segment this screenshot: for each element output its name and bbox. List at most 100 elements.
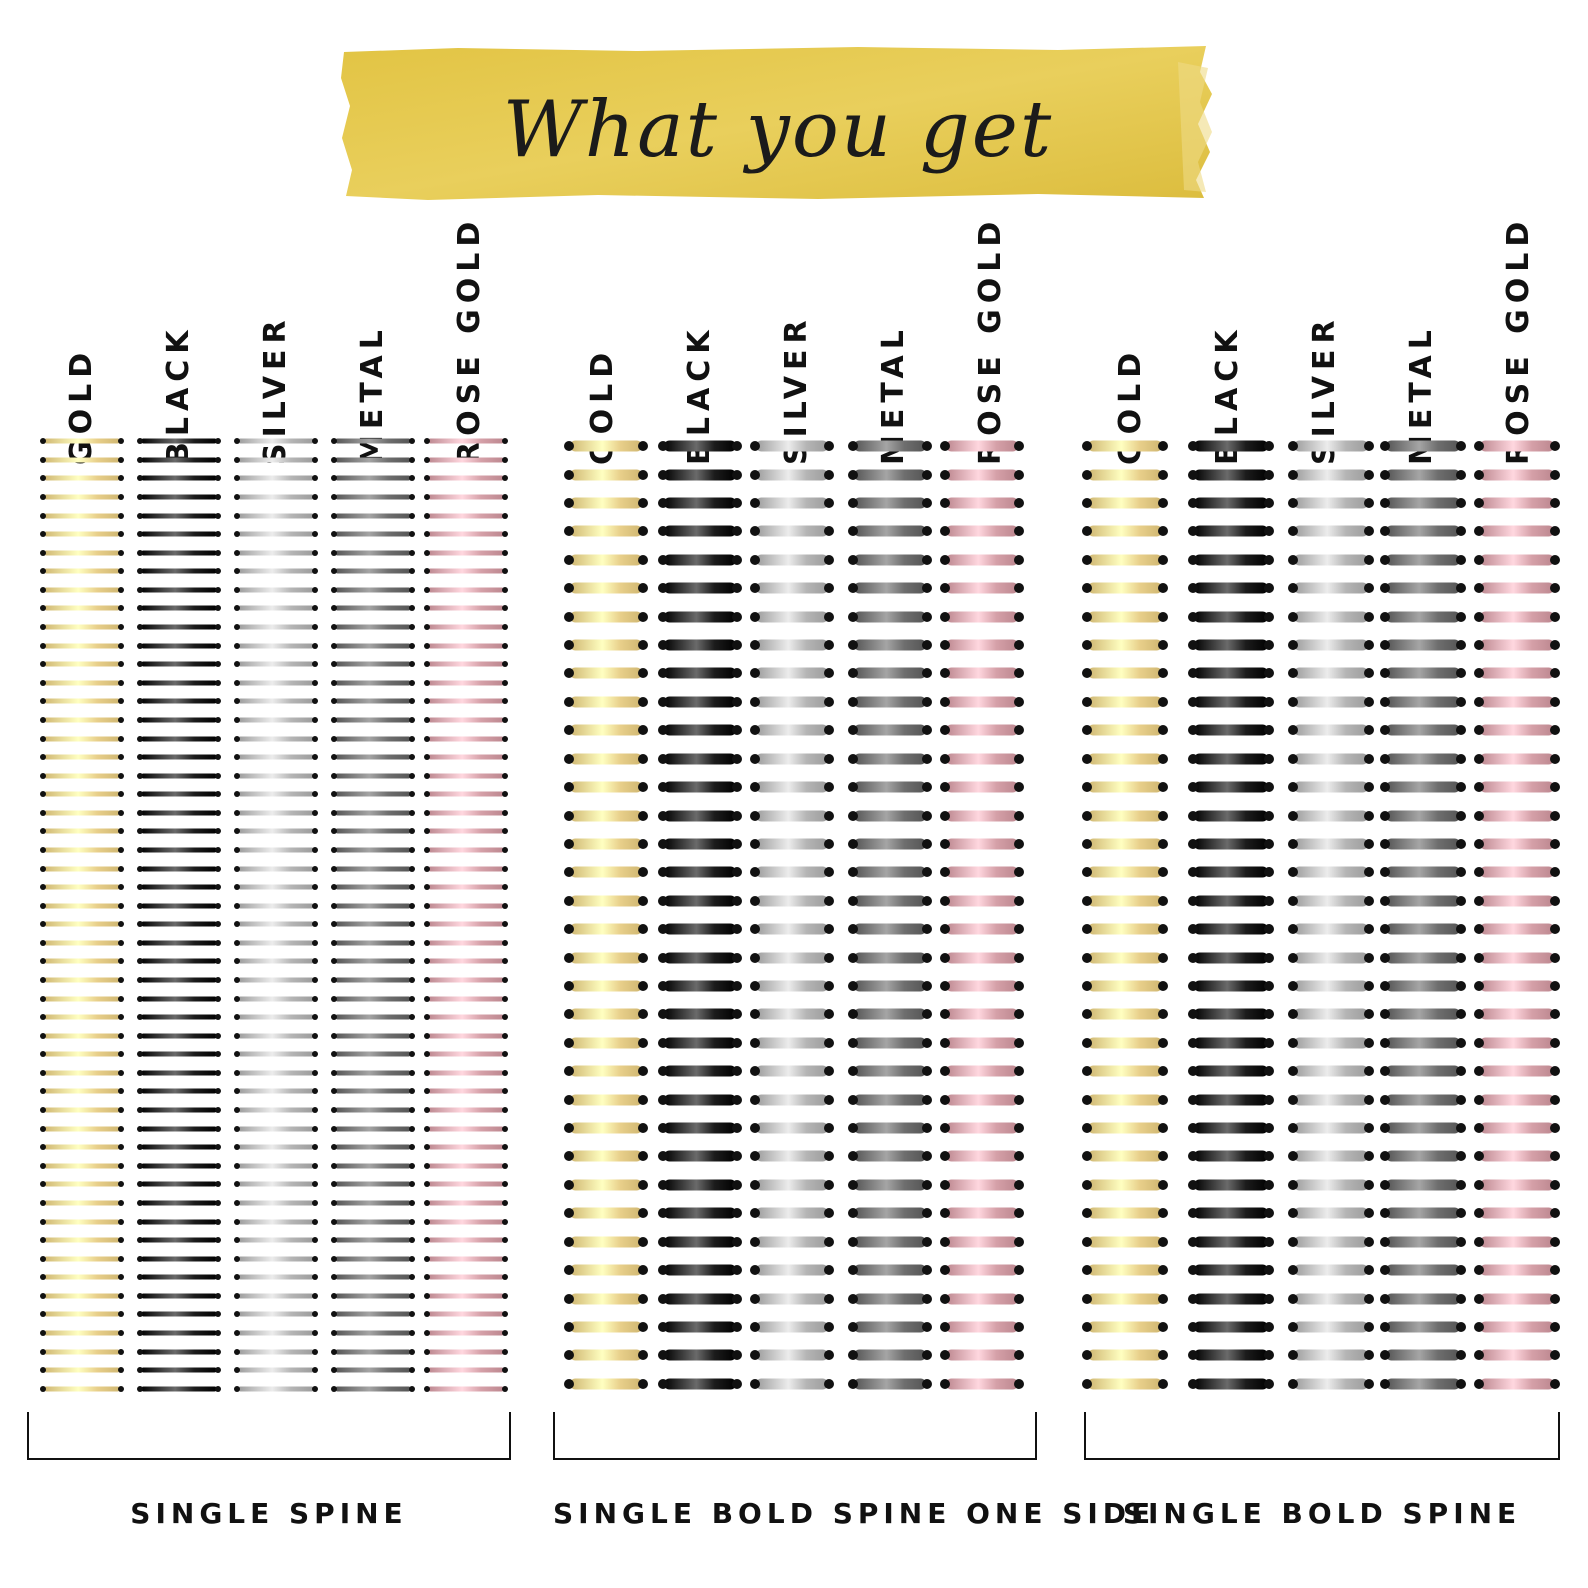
ring-hole [1364, 895, 1374, 906]
ring-hole [118, 828, 124, 835]
ring-hole [118, 1162, 124, 1169]
ring-hole [312, 605, 318, 612]
ring-wire [570, 895, 642, 907]
ring-wire [756, 554, 828, 566]
ring-wire [43, 568, 121, 574]
spiral-ring [234, 618, 318, 637]
ring-wire [1294, 1293, 1368, 1305]
ring-hole [940, 611, 950, 622]
ring-hole [732, 981, 742, 992]
spiral-ring [137, 785, 221, 804]
spiral-ring [40, 1138, 124, 1157]
ring-hole [1014, 1265, 1024, 1276]
ring-hole [118, 1069, 124, 1076]
ring-hole [409, 1348, 415, 1355]
ring-hole [118, 958, 124, 965]
spiral-ring [564, 1114, 648, 1142]
spiral-ring [331, 692, 415, 711]
spiral-ring [424, 952, 508, 971]
ring-wire [756, 1293, 828, 1305]
ring-wire [43, 624, 121, 630]
spiral-ring [137, 1287, 221, 1306]
ring-wire [756, 1065, 828, 1077]
ring-hole [658, 952, 668, 963]
ring-hole [1550, 1066, 1560, 1077]
ring-hole [137, 1181, 143, 1188]
ring-hole [638, 810, 648, 821]
spiral-ring [234, 488, 318, 507]
ring-hole [1264, 753, 1274, 764]
spiral-ring [40, 878, 124, 897]
ring-hole [40, 1329, 46, 1336]
spiral-ring [424, 1231, 508, 1250]
spiral-ring [40, 1082, 124, 1101]
ring-hole [1364, 1037, 1374, 1048]
spiral-ring [331, 1342, 415, 1361]
spiral-ring [1082, 830, 1168, 858]
spiral-ring [750, 801, 834, 829]
spiral-ring [940, 1029, 1024, 1057]
ring-hole [331, 568, 337, 575]
ring-hole [848, 696, 858, 707]
spiral-ring [137, 562, 221, 581]
spiral-ring [424, 469, 508, 488]
spiral-ring [424, 822, 508, 841]
ring-wire [1088, 554, 1162, 566]
ring-hole [118, 939, 124, 946]
ring-hole [331, 1125, 337, 1132]
ring-wire [140, 1219, 218, 1224]
ring-hole [502, 642, 508, 649]
ring-wire [1294, 1207, 1368, 1219]
ring-hole [922, 640, 932, 651]
ring-hole [424, 1329, 430, 1336]
ring-hole [137, 828, 143, 835]
ring-hole [848, 1009, 858, 1020]
ring-hole [312, 884, 318, 891]
ring-hole [137, 809, 143, 816]
spiral-ring [40, 562, 124, 581]
ring-wire [570, 1150, 642, 1162]
ring-hole [564, 725, 574, 736]
ring-hole [118, 716, 124, 723]
ring-hole [638, 1321, 648, 1332]
spiral-ring [1288, 659, 1374, 687]
spiral-ring [40, 1212, 124, 1231]
spiral-ring [940, 1114, 1024, 1142]
ring-hole [1264, 810, 1274, 821]
spiral-ring [137, 1045, 221, 1064]
ring-hole [502, 939, 508, 946]
spiral-ring [331, 1082, 415, 1101]
ring-hole [1014, 1350, 1024, 1361]
spiral-ring [1188, 773, 1274, 801]
ring-hole [118, 902, 124, 909]
ring-hole [502, 884, 508, 891]
ring-hole [215, 661, 221, 668]
ring-wire [43, 754, 121, 760]
ring-hole [331, 716, 337, 723]
spiral-ring [234, 971, 318, 990]
ring-hole [331, 1237, 337, 1244]
ring-hole [312, 1107, 318, 1114]
spiral-ring [1082, 801, 1168, 829]
spiral-ring [564, 943, 648, 971]
ring-hole [940, 1151, 950, 1162]
ring-hole [1474, 1350, 1484, 1361]
spiral-ring [424, 432, 508, 451]
ring-hole [564, 1321, 574, 1332]
ring-wire [664, 838, 736, 850]
ring-wire [756, 724, 828, 736]
ring-hole [638, 1094, 648, 1105]
ring-hole [732, 1066, 742, 1077]
ring-wire [1386, 440, 1460, 452]
ring-wire [570, 1179, 642, 1191]
ring-hole [502, 1329, 508, 1336]
ring-hole [331, 791, 337, 798]
spiral-ring [564, 659, 648, 687]
spiral-ring [234, 581, 318, 600]
ring-hole [1014, 498, 1024, 509]
ring-wire [664, 639, 736, 651]
ring-wire [334, 1070, 412, 1076]
spiral-ring [331, 1119, 415, 1138]
ring-wire [43, 698, 121, 704]
spiral-ring [40, 804, 124, 823]
